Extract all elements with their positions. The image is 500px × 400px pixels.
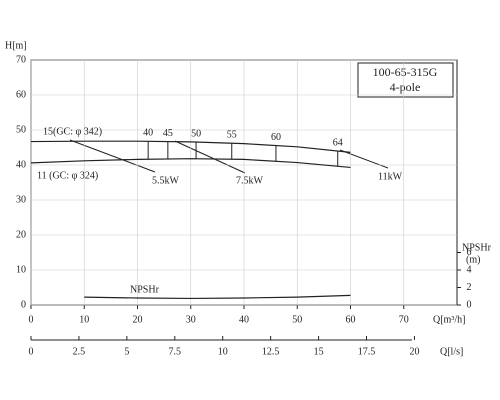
leader-line	[69, 139, 156, 173]
y2-tick-label: 2	[467, 282, 472, 293]
y2-tick-label: 0	[467, 299, 472, 310]
x2-tick-label: 2.5	[73, 346, 86, 357]
power-label: 11kW	[378, 171, 403, 182]
efficiency-label: 64	[333, 137, 343, 148]
x-tick-label: 0	[29, 314, 34, 325]
y-tick-label: 20	[16, 229, 26, 240]
y-tick-label: 0	[21, 299, 26, 310]
y2-axis-unit: (m)	[466, 254, 480, 265]
curve-label: NPSHr	[130, 284, 160, 295]
y-tick-label: 30	[16, 194, 26, 205]
y-tick-label: 70	[16, 54, 26, 65]
x2-tick-label: 0	[29, 346, 34, 357]
x2-tick-label: 17.5	[358, 346, 376, 357]
model-box	[357, 62, 454, 98]
x2-tick-label: 5	[124, 346, 129, 357]
curve	[84, 294, 351, 300]
efficiency-label: 40	[143, 128, 153, 139]
efficiency-label: 55	[227, 130, 237, 141]
x-tick-label: 10	[79, 314, 89, 325]
x2-tick-label: 15	[314, 346, 324, 357]
x-tick-label: 20	[133, 314, 143, 325]
chart-subtitle: 4-pole	[390, 80, 421, 94]
x-axis-label: Q[m³/h]	[433, 314, 465, 325]
y-tick-label: 50	[16, 124, 26, 135]
x-tick-label: 40	[239, 314, 249, 325]
y-tick-label: 40	[16, 159, 26, 170]
x2-axis-label: Q[l/s]	[440, 346, 463, 357]
x2-tick-label: 20	[409, 346, 419, 357]
x2-tick-label: 7.5	[169, 346, 182, 357]
x-tick-label: 60	[346, 314, 356, 325]
leader-line	[174, 140, 246, 174]
curve	[30, 158, 351, 169]
chart-title: 100-65-315G	[373, 65, 438, 79]
x-tick-label: 30	[186, 314, 196, 325]
x2-tick-label: 10	[218, 346, 228, 357]
y2-tick-label: 6	[467, 247, 472, 258]
x-tick-label: 50	[292, 314, 302, 325]
curve-label: 11 (GC: φ 324)	[37, 170, 98, 181]
y-axis-label: H[m]	[5, 40, 27, 51]
curve	[30, 140, 351, 153]
efficiency-label: 50	[191, 128, 201, 139]
x-tick-label: 70	[399, 314, 409, 325]
y2-tick-label: 4	[467, 264, 472, 275]
curve-label: 15(GC: φ 342)	[43, 126, 102, 137]
y2-axis-label: NPSHr	[462, 242, 492, 253]
y-tick-label: 10	[16, 264, 26, 275]
efficiency-label: 45	[163, 128, 173, 139]
y-tick-label: 60	[16, 89, 26, 100]
x2-tick-label: 12.5	[262, 346, 280, 357]
efficiency-label: 60	[271, 132, 281, 143]
power-label: 5.5kW	[152, 175, 180, 186]
power-label: 7.5kW	[236, 175, 264, 186]
